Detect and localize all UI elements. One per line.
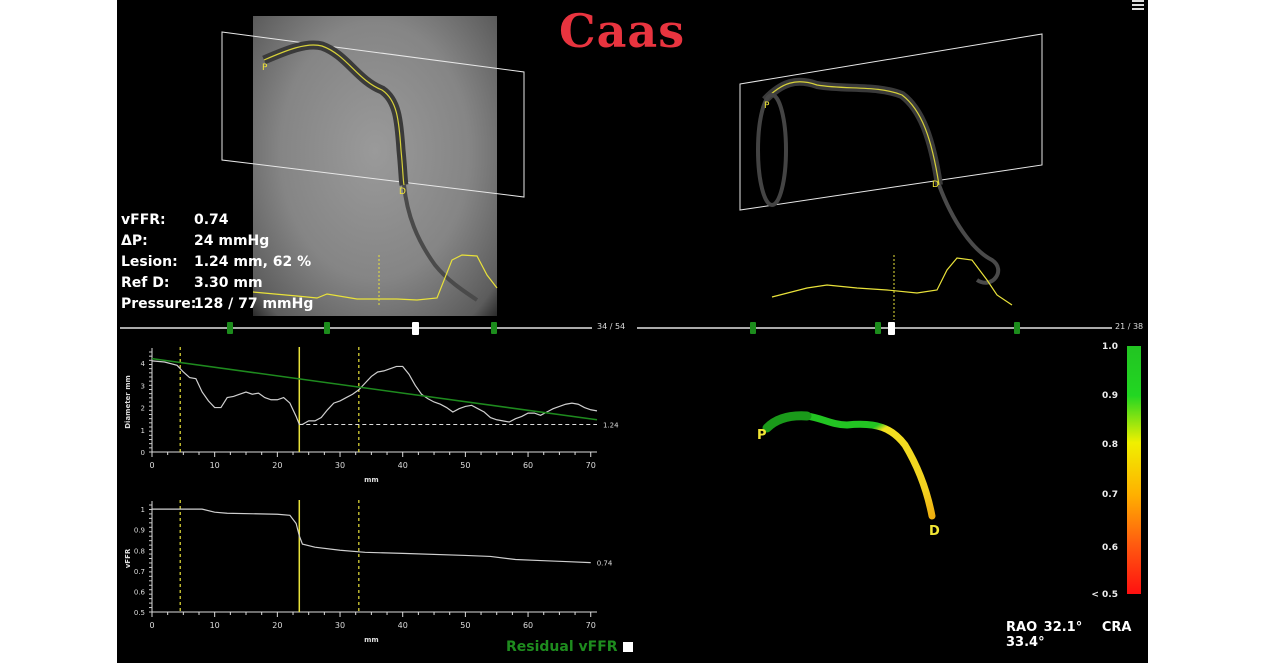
scale-label: < 0.5 (1091, 590, 1118, 600)
svg-text:Diameter mm: Diameter mm (124, 375, 132, 429)
svg-text:10: 10 (210, 461, 220, 470)
svg-text:0.8: 0.8 (134, 547, 145, 555)
svg-text:3: 3 (141, 382, 145, 390)
svg-text:70: 70 (586, 461, 596, 470)
frame-counter-1: 34 / 54 (597, 322, 626, 331)
hamburger-menu-icon[interactable] (1132, 0, 1144, 12)
stat-vffr: vFFR: 0.74 (121, 212, 229, 228)
svg-text:mm: mm (364, 636, 379, 644)
svg-text:30: 30 (335, 621, 345, 630)
svg-text:2: 2 (141, 405, 145, 413)
stat-lesion: Lesion: 1.24 mm, 62 % (121, 254, 312, 270)
svg-text:1: 1 (141, 427, 145, 435)
svg-text:1.24: 1.24 (603, 421, 619, 429)
svg-text:40: 40 (398, 461, 408, 470)
svg-text:D: D (399, 187, 406, 197)
svg-text:4: 4 (141, 360, 146, 368)
svg-text:60: 60 (523, 461, 533, 470)
svg-text:0: 0 (149, 461, 154, 470)
frame-marker[interactable] (324, 322, 330, 334)
current-frame-handle[interactable] (888, 322, 895, 335)
svg-text:30: 30 (335, 461, 345, 470)
scale-label: 0.8 (1102, 440, 1118, 450)
proximal-marker: P (757, 428, 767, 443)
angiogram-view-1[interactable] (253, 16, 497, 316)
svg-text:0.5: 0.5 (134, 609, 145, 617)
brand-logo: Caas (559, 4, 686, 58)
svg-text:0: 0 (149, 621, 154, 630)
vffr-chart[interactable]: 0 10 20 30 40 50 60 70 mm 0.5 0.6 0.7 0.8 0.9 1 vFFR 0.7… (117, 495, 637, 655)
frame-slider-2[interactable] (637, 322, 1112, 335)
svg-text:40: 40 (398, 621, 408, 630)
svg-text:50: 50 (460, 461, 470, 470)
residual-vffr-toggle[interactable]: Residual vFFR (506, 639, 633, 655)
scale-label: 1.0 (1102, 342, 1118, 352)
frame-marker[interactable] (875, 322, 881, 334)
frame-marker[interactable] (1014, 322, 1020, 334)
svg-text:70: 70 (586, 621, 596, 630)
svg-text:0.9: 0.9 (134, 527, 145, 535)
svg-text:mm: mm (364, 476, 379, 484)
svg-text:D: D (932, 180, 939, 190)
scale-label: 0.9 (1102, 391, 1118, 401)
svg-text:20: 20 (272, 461, 282, 470)
frame-marker[interactable] (750, 322, 756, 334)
stat-ref-d: Ref D: 3.30 mm (121, 275, 263, 291)
svg-text:P: P (262, 63, 268, 73)
view-angles: RAO 32.1° CRA 33.4° (1006, 620, 1132, 650)
distal-marker: D (929, 524, 940, 539)
stat-delta-p: ΔP: 24 mmHg (121, 233, 270, 249)
svg-text:vFFR: vFFR (124, 548, 132, 568)
frame-slider-1[interactable] (120, 322, 592, 335)
caas-vffr-window: P D P D Caas vFFR: 0.74 ΔP: 24 mmHg Lesion… (117, 0, 1148, 663)
residual-vffr-checkbox[interactable] (622, 642, 633, 652)
frame-marker[interactable] (491, 322, 497, 334)
svg-text:50: 50 (460, 621, 470, 630)
vffr-results-panel: vFFR: 0.74 ΔP: 24 mmHg Lesion: 1.24 mm, 62 … (121, 210, 313, 315)
svg-text:0.74: 0.74 (597, 560, 613, 568)
svg-text:0.6: 0.6 (134, 588, 146, 596)
frame-marker[interactable] (227, 322, 233, 334)
svg-text:P: P (764, 101, 770, 111)
svg-text:60: 60 (523, 621, 533, 630)
svg-text:0: 0 (141, 449, 145, 457)
diameter-chart[interactable]: 0 10 20 30 40 50 60 70 mm 0 1 2 3 4 Diameter mm 1.24 (117, 340, 637, 490)
svg-text:0.7: 0.7 (134, 568, 145, 576)
scale-label: 0.6 (1102, 543, 1118, 553)
current-frame-handle[interactable] (412, 322, 419, 335)
vffr-color-scale (1127, 346, 1141, 594)
svg-text:20: 20 (272, 621, 282, 630)
angiogram-overlay-1: P D P D (221, 31, 1043, 320)
frame-counter-2: 21 / 38 (1115, 322, 1144, 331)
scale-label: 0.7 (1102, 490, 1118, 500)
stat-pressure: Pressure: 128 / 77 mmHg (121, 296, 314, 312)
svg-text:1: 1 (141, 506, 145, 514)
svg-text:10: 10 (210, 621, 220, 630)
